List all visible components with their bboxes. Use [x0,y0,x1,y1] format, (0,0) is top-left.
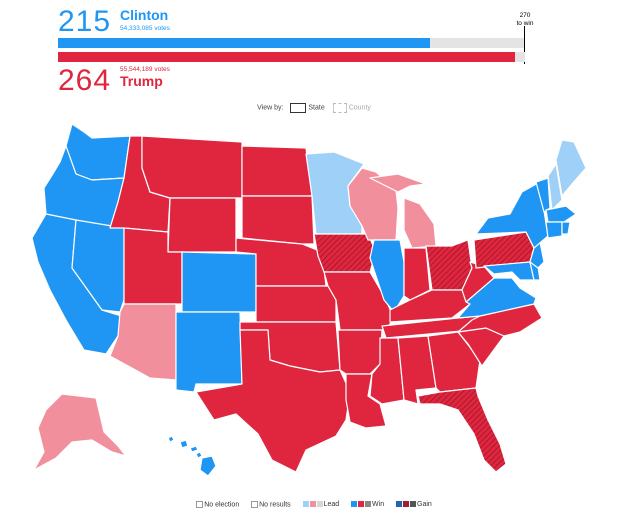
county-view-option[interactable] [332,103,347,113]
trump-bar-fill [58,52,515,62]
threshold-text: to win [516,19,534,27]
state-co[interactable] [181,251,257,313]
state-view-option[interactable] [290,103,307,113]
state-view-label[interactable]: State [308,104,325,112]
view-by-control: View by: State County [0,103,628,113]
state-ri[interactable] [561,221,571,235]
state-sd[interactable] [241,195,315,245]
state-vt[interactable] [535,177,551,213]
state-ar[interactable] [337,329,383,375]
state-ia[interactable] [313,233,377,273]
state-ks[interactable] [255,285,337,323]
view-by-label: View by: [257,104,284,112]
state-va[interactable] [457,277,537,319]
state-hi[interactable] [167,435,217,477]
legend-no-results: No results [251,501,291,508]
state-az[interactable] [109,303,177,381]
state-mt[interactable] [141,135,243,199]
state-nc[interactable] [457,303,543,337]
clinton-bar-track [58,38,525,48]
state-ma[interactable] [545,205,577,223]
state-me[interactable] [555,139,587,197]
threshold-line [524,26,525,64]
state-wy[interactable] [167,197,237,253]
threshold-label: 270 to win [508,12,542,27]
threshold-number: 270 [519,12,531,19]
legend-no-election: No election [196,501,239,508]
state-ct[interactable] [545,221,563,239]
state-nh[interactable] [547,163,563,211]
trump-name: Trump [120,73,163,89]
state-fl[interactable] [417,387,507,473]
legend-win: Win [351,501,384,508]
trump-electoral-count: 264 [58,64,112,97]
county-view-label[interactable]: County [348,104,371,112]
clinton-electoral-count: 215 [58,5,112,38]
state-nm[interactable] [175,311,243,393]
state-ak[interactable] [33,393,127,471]
clinton-name: Clinton [120,7,169,23]
map-legend: No election No results Lead Win Gain [0,501,628,509]
trump-popular-votes: 55,544,189 votes [120,66,170,73]
clinton-bar-fill [58,38,430,48]
clinton-popular-votes: 54,333,085 votes [120,25,170,32]
legend-lead: Lead [302,501,339,508]
trump-bar-track [58,52,525,62]
state-la[interactable] [345,373,387,429]
state-tx[interactable] [195,329,351,473]
legend-gain: Gain [396,501,432,508]
state-nd[interactable] [241,145,313,197]
